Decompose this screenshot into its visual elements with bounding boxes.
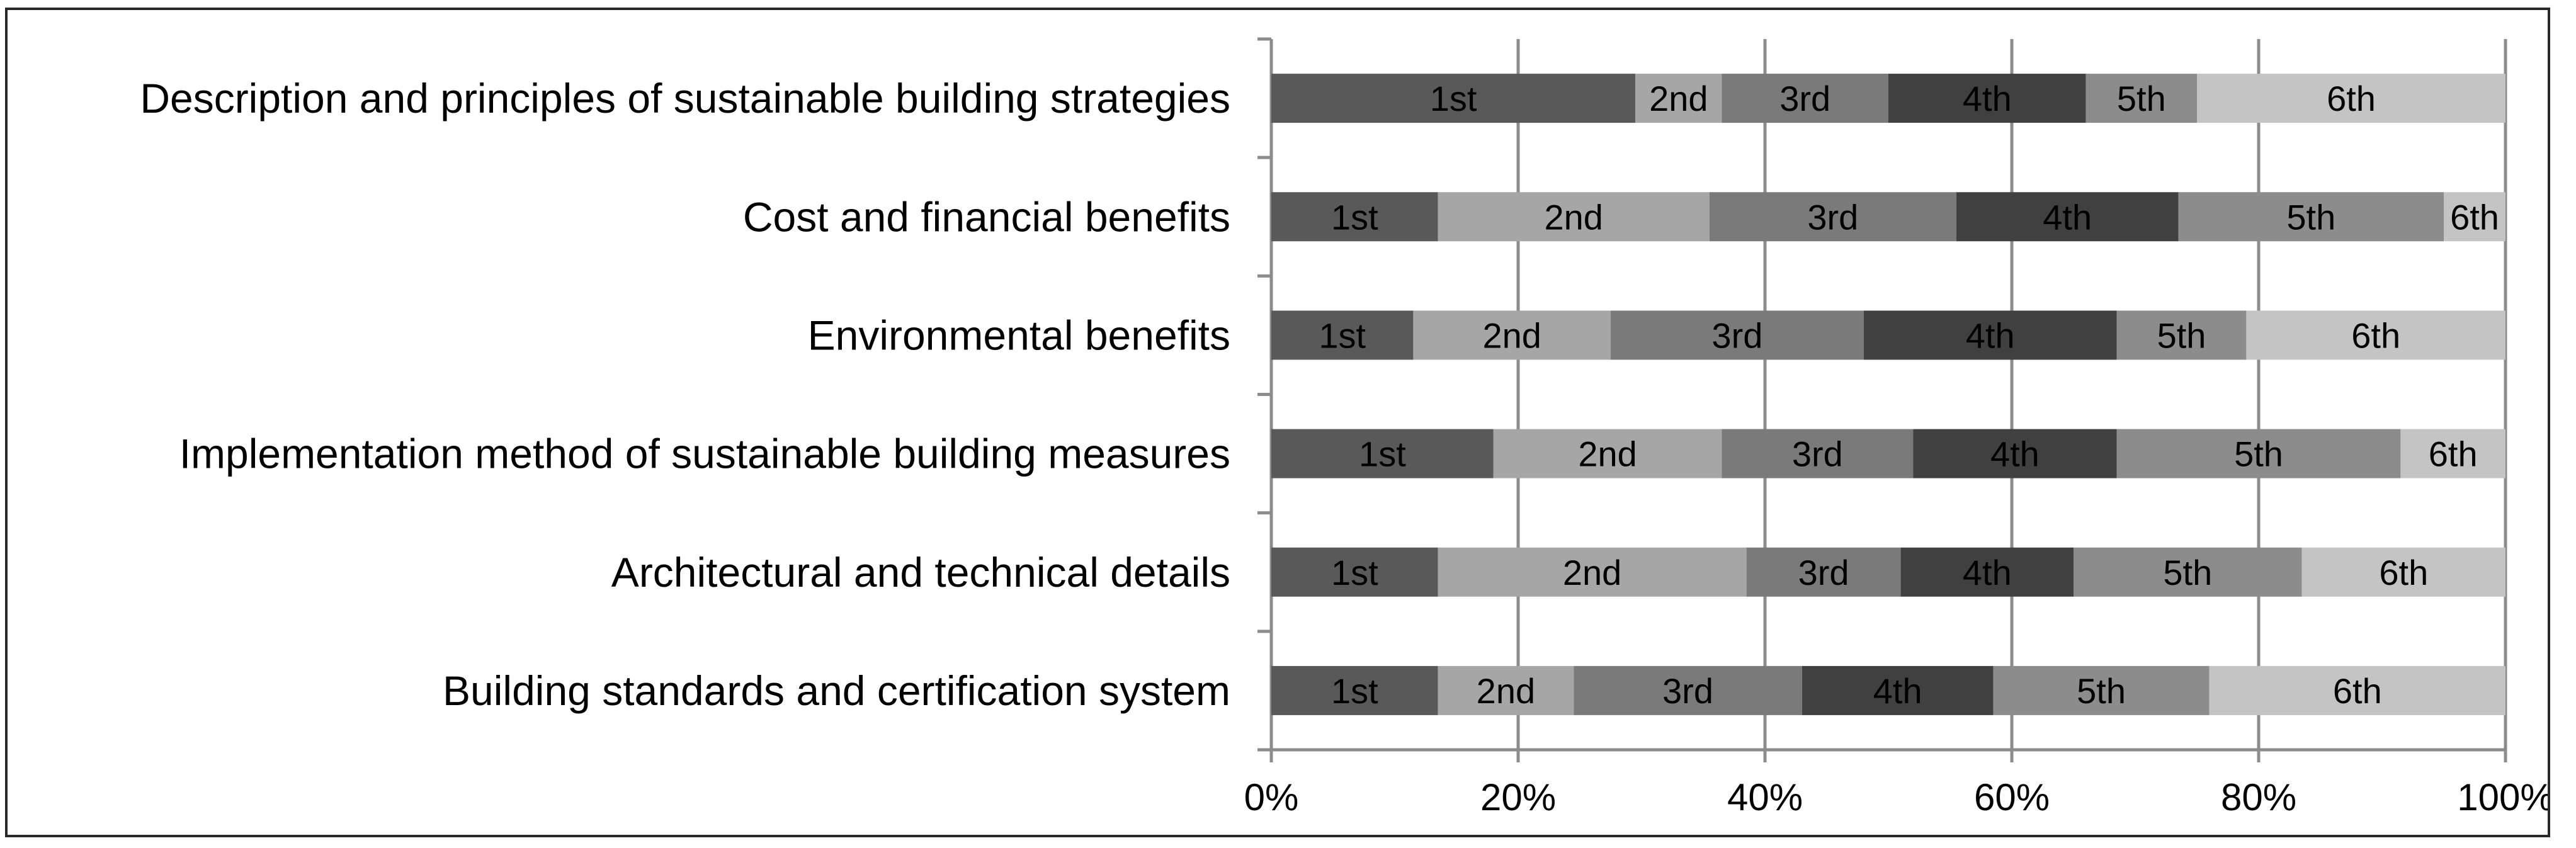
x-tick-label: 0% — [1244, 776, 1299, 818]
segment-label: 6th — [2429, 434, 2478, 474]
bar-segment[interactable] — [1722, 74, 1888, 123]
category-label: Description and principles of sustainabl… — [140, 75, 1230, 122]
category-label: Environmental benefits — [808, 312, 1230, 358]
category-label: Architectural and technical details — [611, 549, 1230, 596]
segment-label: 2nd — [1544, 197, 1603, 237]
segment-label: 3rd — [1662, 671, 1713, 711]
segment-label: 2nd — [1563, 553, 1621, 592]
bar-segment[interactable] — [1801, 665, 1994, 715]
bar-segment[interactable] — [2116, 310, 2247, 360]
bar-segment[interactable] — [1888, 74, 2086, 123]
category-label: Cost and financial benefits — [743, 193, 1230, 240]
bar-segment[interactable] — [2116, 429, 2401, 478]
bar-segment[interactable] — [1900, 547, 2074, 597]
segment-label: 5th — [2157, 315, 2206, 355]
segment-label: 4th — [1963, 553, 2012, 592]
segment-label: 1st — [1359, 434, 1406, 474]
segment-label: 5th — [2234, 434, 2283, 474]
bar-segment[interactable] — [2246, 310, 2505, 360]
bar-segment[interactable] — [1438, 192, 1710, 242]
bar-segment[interactable] — [1271, 429, 1494, 478]
segment-label: 3rd — [1807, 197, 1858, 237]
bar-segment[interactable] — [1611, 310, 1864, 360]
segment-label: 2nd — [1578, 434, 1637, 474]
segment-label: 3rd — [1779, 79, 1830, 118]
bar-segment[interactable] — [1709, 192, 1956, 242]
segment-label: 1st — [1331, 553, 1378, 592]
bar-segment[interactable] — [1271, 310, 1414, 360]
segment-label: 6th — [2351, 315, 2400, 355]
bar-segment[interactable] — [1413, 310, 1611, 360]
segment-label: 4th — [1963, 79, 2012, 118]
bar-segment[interactable] — [1438, 547, 1747, 597]
bar-segment[interactable] — [1746, 547, 1901, 597]
bar-segment[interactable] — [2444, 192, 2505, 242]
bar-segment[interactable] — [1438, 665, 1574, 715]
segment-label: 2nd — [1482, 315, 1541, 355]
segment-label: 4th — [2043, 197, 2092, 237]
bar-segment[interactable] — [2197, 74, 2505, 123]
bar-segment[interactable] — [1271, 74, 1636, 123]
bar-segment[interactable] — [2074, 547, 2302, 597]
x-tick-label: 40% — [1727, 776, 1803, 818]
bar-segment[interactable] — [1635, 74, 1722, 123]
segment-label: 6th — [2327, 79, 2376, 118]
bar-segment[interactable] — [2301, 547, 2505, 597]
bar-segment[interactable] — [1863, 310, 2117, 360]
segment-label: 3rd — [1711, 315, 1762, 355]
bar-segment[interactable] — [1993, 665, 2210, 715]
category-label: Building standards and certification sys… — [443, 667, 1230, 714]
x-tick-label: 80% — [2221, 776, 2296, 818]
bar-segment[interactable] — [1493, 429, 1722, 478]
segment-label: 1st — [1331, 197, 1378, 237]
x-tick-label: 100% — [2457, 776, 2548, 818]
category-label: Implementation method of sustainable bui… — [179, 431, 1230, 477]
segment-label: 5th — [2117, 79, 2166, 118]
bar-segment[interactable] — [1722, 429, 1914, 478]
bar-segment[interactable] — [1271, 547, 1438, 597]
x-tick-label: 60% — [1974, 776, 2050, 818]
segment-label: 2nd — [1477, 671, 1535, 711]
segment-label: 3rd — [1798, 553, 1849, 592]
chart-frame: 0% 20% 40% 60% 80% 100% Description and princi… — [5, 8, 2550, 837]
segment-label: 1st — [1319, 315, 1366, 355]
segment-label: 1st — [1430, 79, 1477, 118]
segment-label: 1st — [1331, 671, 1378, 711]
bar-segment[interactable] — [1913, 429, 2117, 478]
stacked-bar-chart: 0% 20% 40% 60% 80% 100% Description and princi… — [140, 37, 2548, 818]
bar-segment[interactable] — [2178, 192, 2444, 242]
bar-segment[interactable] — [2209, 665, 2505, 715]
segment-label: 2nd — [1649, 79, 1708, 118]
segment-label: 6th — [2333, 671, 2382, 711]
x-tick-label: 20% — [1480, 776, 1556, 818]
bar-segment[interactable] — [1956, 192, 2179, 242]
segment-label: 5th — [2077, 671, 2126, 711]
bar-segment[interactable] — [1574, 665, 1802, 715]
segment-label: 4th — [1990, 434, 2040, 474]
segment-label: 5th — [2163, 553, 2212, 592]
bar-segment[interactable] — [1271, 665, 1438, 715]
bar-segment[interactable] — [2400, 429, 2505, 478]
segment-label: 6th — [2379, 553, 2428, 592]
segment-label: 4th — [1873, 671, 1922, 711]
segment-label: 6th — [2450, 197, 2499, 237]
segment-label: 3rd — [1792, 434, 1843, 474]
segment-label: 4th — [1966, 315, 2015, 355]
bar-segment[interactable] — [1271, 192, 1438, 242]
segment-label: 5th — [2286, 197, 2335, 237]
bar-segment[interactable] — [2085, 74, 2197, 123]
